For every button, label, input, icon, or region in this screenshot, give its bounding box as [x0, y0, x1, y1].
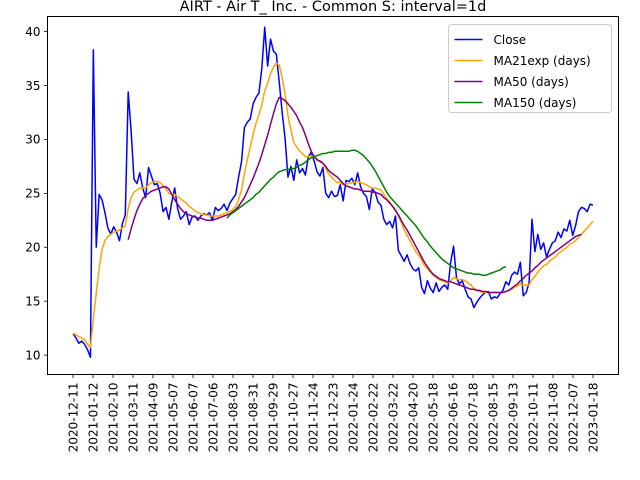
x-tick-label: 2021-11-24: [306, 383, 320, 453]
x-tick-label: 2022-03-22: [386, 383, 400, 453]
legend-label: MA150 (days): [494, 96, 577, 110]
x-tick-label: 2021-06-07: [186, 383, 200, 453]
y-tick-label: 30: [25, 133, 40, 147]
y-tick-label: 10: [25, 348, 40, 362]
legend: Close MA21exp (days) MA50 (days) MA150 (day…: [448, 24, 612, 113]
x-tick-label: 2022-10-11: [526, 383, 540, 453]
y-tick-label: 35: [25, 79, 40, 93]
x-tick-label: 2023-01-18: [586, 383, 600, 453]
y-tick-label: 40: [25, 25, 40, 39]
x-tick-label: 2022-01-24: [346, 383, 360, 453]
plot-area: [72, 26, 594, 358]
x-tick-label: 2022-05-18: [426, 383, 440, 453]
y-axis: 10 15 20 25 30 35 40: [25, 25, 48, 362]
x-tick-label: 2021-02-10: [106, 383, 120, 453]
x-tick-label: 2021-04-09: [146, 383, 160, 453]
x-tick-label: 2022-12-07: [566, 383, 580, 453]
legend-label: Close: [494, 33, 527, 47]
x-tick-label: 2022-04-20: [406, 383, 420, 453]
legend-label: MA50 (days): [494, 75, 569, 89]
series-line-ma50-days: [127, 96, 582, 294]
x-tick-label: 2021-10-27: [286, 383, 300, 453]
x-axis: 2020-12-11 2021-01-12 2021-02-10 2021-03-11…: [66, 374, 600, 453]
x-tick-label: 2022-11-08: [546, 383, 560, 453]
legend-label: MA21exp (days): [494, 54, 591, 68]
x-tick-label: 2022-08-15: [486, 383, 500, 453]
y-tick-label: 25: [25, 187, 40, 201]
x-tick-label: 2021-08-31: [246, 383, 260, 453]
series-line-close: [72, 26, 594, 358]
y-tick-label: 20: [25, 241, 40, 255]
x-tick-label: 2022-06-16: [446, 383, 460, 453]
legend-box: [448, 24, 612, 113]
x-tick-label: 2021-09-29: [266, 383, 280, 453]
x-tick-label: 2022-02-22: [366, 383, 380, 453]
x-tick-label: 2021-08-03: [226, 383, 240, 453]
x-tick-label: 2021-01-12: [86, 383, 100, 453]
x-tick-label: 2020-12-11: [66, 383, 80, 453]
x-tick-label: 2021-03-11: [126, 383, 140, 453]
x-tick-label: 2021-05-07: [166, 383, 180, 453]
series-line-ma150-days: [226, 149, 507, 277]
x-tick-label: 2022-09-13: [506, 383, 520, 453]
y-tick-label: 15: [25, 294, 40, 308]
chart-title: AIRT - Air T_ Inc. - Common S: interval=…: [180, 0, 487, 15]
x-tick-label: 2021-12-23: [326, 383, 340, 453]
x-tick-label: 2021-07-06: [206, 383, 220, 453]
plot-frame: [47, 16, 619, 375]
x-tick-label: 2022-07-18: [466, 383, 480, 453]
